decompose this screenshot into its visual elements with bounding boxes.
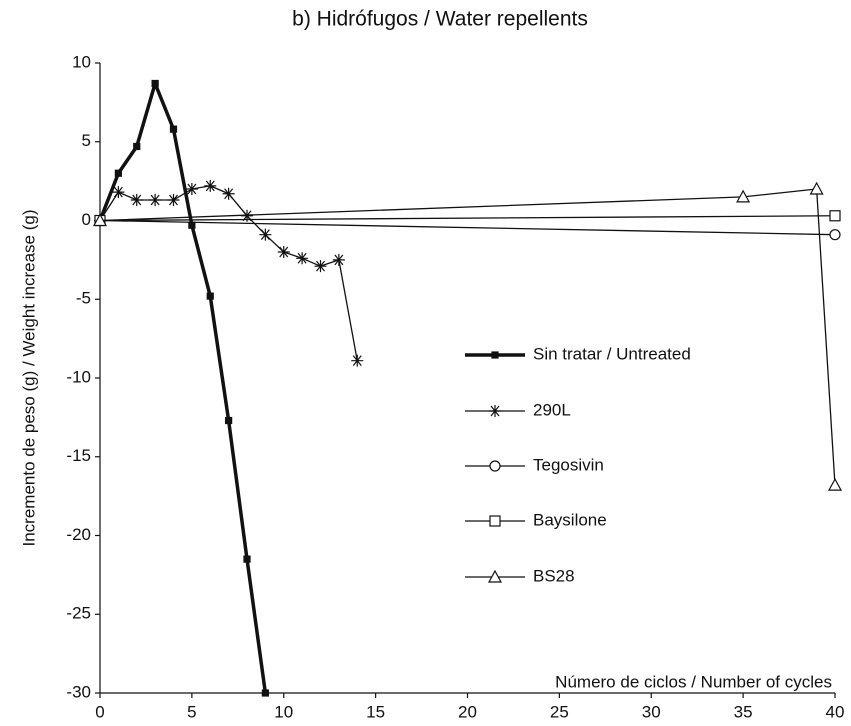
marker xyxy=(149,194,162,207)
marker xyxy=(130,194,143,207)
x-tick-label: 40 xyxy=(826,702,845,721)
marker xyxy=(133,142,141,151)
series-line xyxy=(98,81,268,694)
marker xyxy=(809,181,824,195)
marker xyxy=(114,169,122,177)
legend-marker xyxy=(487,569,503,583)
marker xyxy=(829,229,841,241)
x-tick-label: 5 xyxy=(187,702,196,721)
x-tick-label: 10 xyxy=(274,702,293,721)
marker xyxy=(314,260,327,273)
y-tick-label: -15 xyxy=(66,446,91,465)
marker xyxy=(829,210,841,222)
x-tick-label: 25 xyxy=(550,702,569,721)
marker xyxy=(204,179,217,192)
marker xyxy=(243,555,251,563)
y-tick-label: -30 xyxy=(66,682,91,701)
marker xyxy=(259,228,272,241)
marker xyxy=(351,354,364,367)
legend-marker xyxy=(489,515,501,527)
legend-label: Baysilone xyxy=(533,510,607,529)
marker xyxy=(169,125,178,133)
marker xyxy=(92,213,108,227)
marker xyxy=(241,209,253,222)
marker xyxy=(151,79,159,88)
marker xyxy=(736,189,751,203)
marker xyxy=(222,187,235,200)
marker xyxy=(112,186,125,199)
legend-label: Sin tratar / Untreated xyxy=(533,344,691,363)
y-tick-label: 5 xyxy=(82,131,91,150)
marker xyxy=(185,183,198,195)
x-tick-label: 15 xyxy=(366,702,385,721)
marker xyxy=(225,416,233,425)
marker xyxy=(188,221,196,229)
marker xyxy=(167,194,180,207)
legend-marker xyxy=(491,351,499,359)
chart-title: b) Hidrófugos / Water repellents xyxy=(292,8,588,31)
legend-marker xyxy=(489,405,501,417)
marker xyxy=(296,252,309,265)
marker xyxy=(827,477,843,491)
y-axis-label: Incremento de peso (g) / Weight increase… xyxy=(19,209,38,546)
legend-label: Tegosivin xyxy=(533,455,604,474)
marker xyxy=(277,246,290,258)
series-line xyxy=(99,188,836,486)
y-tick-label: 10 xyxy=(72,52,91,71)
x-tick-label: 0 xyxy=(95,702,104,721)
y-tick-label: -20 xyxy=(66,525,91,544)
series-line xyxy=(99,219,836,236)
y-tick-label: 0 xyxy=(82,210,91,229)
legend-label: BS28 xyxy=(533,566,575,585)
y-tick-label: -5 xyxy=(76,289,91,308)
series-line xyxy=(99,215,836,222)
y-tick-label: -25 xyxy=(66,604,91,623)
marker xyxy=(332,253,345,266)
x-axis-label: Número de ciclos / Number of cycles xyxy=(555,672,832,691)
x-tick-label: 30 xyxy=(642,702,661,721)
legend-label: 290L xyxy=(533,400,571,419)
x-tick-label: 20 xyxy=(458,702,477,721)
marker xyxy=(206,292,214,300)
marker xyxy=(261,689,269,697)
legend-marker xyxy=(489,460,501,472)
x-tick-label: 35 xyxy=(734,702,753,721)
y-tick-label: -10 xyxy=(66,367,91,386)
